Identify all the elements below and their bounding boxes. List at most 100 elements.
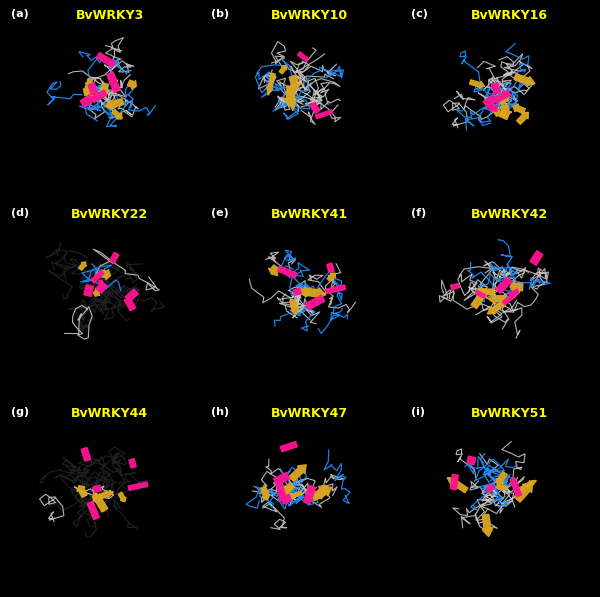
Polygon shape [290,300,299,314]
Text: BvWRKY10: BvWRKY10 [271,9,348,21]
Polygon shape [500,105,512,117]
Polygon shape [486,484,494,493]
Polygon shape [260,487,270,500]
Text: BvWRKY41: BvWRKY41 [271,208,348,221]
Text: (a): (a) [11,9,29,19]
Text: (g): (g) [11,407,29,417]
Polygon shape [284,86,295,106]
Polygon shape [107,72,121,93]
Polygon shape [279,66,287,74]
Polygon shape [88,83,97,94]
Polygon shape [118,492,126,502]
Polygon shape [77,485,87,497]
Polygon shape [100,269,110,280]
Polygon shape [81,448,91,461]
Polygon shape [517,112,529,124]
Polygon shape [514,482,533,502]
Polygon shape [91,90,107,103]
Text: (d): (d) [11,208,29,218]
Polygon shape [80,95,94,107]
Polygon shape [514,74,535,86]
Polygon shape [493,110,509,119]
Polygon shape [91,270,104,283]
Text: BvWRKY16: BvWRKY16 [471,9,548,21]
Polygon shape [509,289,519,297]
Polygon shape [283,482,295,494]
Text: (b): (b) [211,9,229,19]
Polygon shape [530,251,543,265]
Polygon shape [96,282,107,293]
Polygon shape [327,273,335,282]
Polygon shape [326,285,346,294]
Polygon shape [105,99,124,109]
Polygon shape [316,485,328,499]
Text: BvWRKY3: BvWRKY3 [76,9,144,21]
Polygon shape [451,284,460,290]
Text: (c): (c) [410,9,428,19]
Polygon shape [278,266,297,278]
Text: BvWRKY42: BvWRKY42 [471,208,548,221]
Polygon shape [299,288,310,297]
Polygon shape [487,301,506,314]
Text: (f): (f) [410,208,426,218]
Polygon shape [94,493,108,512]
Polygon shape [518,481,536,491]
Polygon shape [267,73,275,96]
Polygon shape [305,295,325,310]
Polygon shape [93,288,101,296]
Polygon shape [84,285,94,296]
Polygon shape [298,52,308,61]
Polygon shape [290,90,296,110]
Polygon shape [97,53,115,67]
Polygon shape [129,458,136,468]
Polygon shape [100,84,109,94]
Polygon shape [98,280,104,288]
Polygon shape [128,482,148,490]
Polygon shape [112,109,122,119]
Polygon shape [447,478,468,493]
Polygon shape [125,289,138,301]
Text: (i): (i) [410,407,425,417]
Text: (e): (e) [211,208,229,218]
Polygon shape [513,104,526,113]
Polygon shape [274,472,290,485]
Polygon shape [93,485,101,493]
Polygon shape [475,287,494,296]
Polygon shape [451,475,458,490]
Polygon shape [475,290,486,298]
Polygon shape [289,75,301,90]
Polygon shape [496,472,507,485]
Polygon shape [79,262,86,270]
Polygon shape [482,514,493,537]
Polygon shape [499,96,508,105]
Polygon shape [276,483,286,501]
Polygon shape [489,294,506,303]
Polygon shape [502,293,516,305]
Polygon shape [280,442,298,452]
Text: (h): (h) [211,407,229,417]
Polygon shape [304,288,326,299]
Text: BvWRKY51: BvWRKY51 [471,407,548,420]
Polygon shape [471,288,487,309]
Polygon shape [489,105,497,111]
Polygon shape [496,277,512,294]
Polygon shape [286,491,302,498]
Polygon shape [281,494,292,504]
Polygon shape [310,102,320,113]
Text: BvWRKY22: BvWRKY22 [71,208,148,221]
Polygon shape [83,78,92,96]
Polygon shape [87,501,100,519]
Polygon shape [84,84,96,98]
Polygon shape [327,263,334,272]
Polygon shape [496,484,507,490]
Polygon shape [316,110,333,119]
Polygon shape [124,297,136,311]
Polygon shape [510,281,523,293]
Polygon shape [268,265,280,275]
Text: BvWRKY47: BvWRKY47 [271,407,348,420]
Polygon shape [483,95,496,107]
Polygon shape [92,491,113,501]
Polygon shape [289,465,306,481]
Text: BvWRKY44: BvWRKY44 [71,407,148,420]
Polygon shape [495,90,511,103]
